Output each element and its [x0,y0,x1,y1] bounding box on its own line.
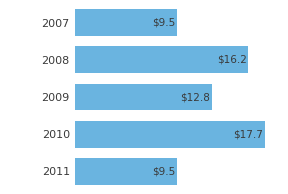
Bar [75,158,177,185]
Text: $16.2: $16.2 [217,55,247,65]
Text: $12.8: $12.8 [181,92,210,102]
Text: $17.7: $17.7 [233,129,263,139]
Bar [75,121,265,147]
Text: millions: millions [43,0,81,2]
Bar [75,47,249,73]
Text: $9.5: $9.5 [152,166,175,176]
Text: $9.5: $9.5 [152,18,175,28]
Bar [75,84,212,110]
Bar [75,9,177,36]
